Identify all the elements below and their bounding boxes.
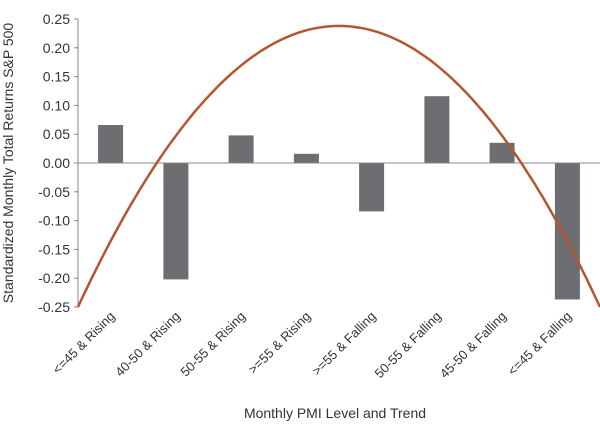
y-tick-label: 0.05 (43, 126, 70, 142)
bar (359, 163, 385, 212)
bars (98, 96, 580, 300)
y-tick-label: 0.20 (43, 40, 70, 56)
trend-curve (76, 24, 600, 308)
x-category-label: >=55 & Falling (309, 309, 379, 379)
bar (228, 135, 254, 163)
x-category-label: 45-50 & Falling (437, 309, 509, 381)
x-axis-title: Monthly PMI Level and Trend (244, 405, 426, 421)
y-tick-label: 0.15 (43, 69, 70, 85)
x-category-label: >=55 & Rising (245, 309, 313, 377)
y-tick-label: -0.25 (38, 299, 70, 315)
y-tick-label: -0.15 (38, 241, 70, 257)
x-category-label: 40-50 & Rising (112, 309, 183, 380)
y-tick-label: 0.00 (43, 155, 70, 171)
x-category-label: <=45 & Rising (49, 309, 117, 377)
y-tick-label: 0.10 (43, 97, 70, 113)
bar (163, 163, 189, 280)
y-axis-ticks: 0.25 0.20 0.15 0.10 0.05 0.00 -0.05 -0.10 -0.15 -… (38, 11, 78, 315)
y-tick-label: -0.05 (38, 184, 70, 200)
x-category-label: <=45 & Falling (505, 309, 575, 379)
y-axis-title: Standardized Monthly Total Returns S&P 5… (0, 23, 16, 304)
y-tick-label: 0.25 (43, 11, 70, 27)
x-category-label: 50-55 & Rising (177, 309, 248, 380)
x-category-label: 50-55 & Falling (372, 309, 444, 381)
bar (489, 142, 515, 163)
bar (554, 163, 580, 300)
y-tick-label: -0.20 (38, 270, 70, 286)
bar (98, 125, 124, 163)
bar (293, 153, 319, 163)
y-tick-label: -0.10 (38, 213, 70, 229)
bar (424, 96, 450, 163)
